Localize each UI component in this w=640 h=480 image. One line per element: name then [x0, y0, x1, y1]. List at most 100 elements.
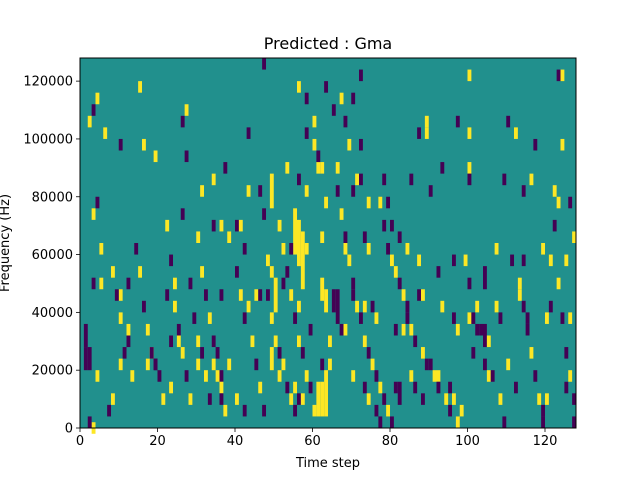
heatmap-band: [316, 162, 321, 174]
heatmap-cell: [165, 289, 170, 301]
heatmap-cell: [556, 277, 561, 290]
heatmap-cell: [436, 381, 441, 394]
heatmap-cell: [277, 219, 282, 232]
heatmap-cell: [548, 300, 553, 313]
heatmap-band: [269, 173, 274, 209]
plot-frame: [79, 57, 577, 429]
heatmap-cell: [471, 347, 476, 359]
x-axis-label: Time step: [295, 456, 360, 471]
heatmap-cell: [219, 219, 224, 232]
heatmap-cell: [114, 289, 119, 301]
heatmap-cell: [91, 208, 96, 220]
heatmap-cell: [397, 277, 402, 290]
heatmap-cell: [401, 323, 406, 336]
heatmap-cell: [242, 404, 247, 417]
heatmap-cell: [452, 393, 456, 405]
heatmap-cell: [541, 416, 546, 428]
heatmap-cell: [467, 162, 472, 174]
heatmap-cell: [467, 277, 472, 290]
heatmap-band: [297, 219, 301, 267]
heatmap-cell: [560, 69, 565, 82]
heatmap-cell: [556, 69, 561, 82]
heatmap-cell: [304, 370, 309, 382]
heatmap-cell: [483, 358, 487, 371]
heatmap-cell: [262, 404, 267, 417]
heatmap-cell: [502, 173, 507, 186]
heatmap-cell: [142, 300, 146, 313]
heatmap-cell: [238, 289, 243, 301]
heatmap-cell: [308, 323, 313, 336]
heatmap-cell: [467, 173, 472, 186]
heatmap-cell: [409, 323, 414, 336]
heatmap-cell: [386, 243, 391, 255]
heatmap-cell: [568, 370, 573, 382]
heatmap-cell: [475, 300, 480, 313]
heatmap-cell: [312, 404, 317, 417]
x-tick-label: 40: [227, 434, 244, 449]
heatmap-cell: [289, 243, 294, 255]
heatmap-cell: [207, 393, 212, 405]
heatmap-cell: [126, 277, 131, 290]
heatmap-cell: [428, 358, 433, 371]
heatmap-cell: [533, 138, 538, 151]
heatmap-cell: [529, 173, 534, 186]
heatmap-cell: [424, 115, 429, 128]
heatmap-cell: [266, 289, 270, 301]
heatmap-cell: [347, 254, 352, 267]
heatmap-cell: [448, 404, 453, 417]
x-tick-label: 0: [76, 434, 84, 449]
heatmap-cell: [459, 404, 464, 417]
heatmap-cell: [219, 289, 224, 301]
heatmap-band: [293, 208, 298, 255]
heatmap-cell: [378, 196, 383, 209]
y-axis-label: Frequency (Hz): [0, 194, 13, 292]
heatmap-cell: [157, 370, 162, 382]
heatmap-cell: [300, 347, 305, 359]
heatmap-cell: [246, 300, 251, 313]
heatmap-cell: [486, 370, 491, 382]
heatmap-cell: [498, 312, 503, 324]
y-tick-label: 60000: [32, 248, 73, 263]
heatmap-cell: [417, 254, 422, 267]
heatmap-cell: [421, 393, 425, 405]
heatmap-cell: [200, 347, 205, 359]
heatmap-cell: [83, 335, 88, 348]
heatmap-cell: [514, 381, 518, 394]
heatmap-band: [335, 289, 340, 324]
heatmap-cell: [328, 335, 332, 348]
heatmap-cell: [382, 173, 387, 186]
heatmap-cell: [355, 173, 360, 186]
heatmap-cell: [83, 323, 88, 336]
heatmap-cell: [374, 312, 379, 324]
heatmap-cell: [304, 92, 309, 105]
heatmap-cell: [552, 219, 557, 232]
heatmap-band: [83, 347, 88, 371]
heatmap-cell: [138, 266, 143, 278]
heatmap-cell: [285, 162, 290, 174]
heatmap-cell: [498, 393, 503, 405]
heatmap-cell: [169, 335, 174, 348]
heatmap-cell: [517, 277, 522, 290]
heatmap-cell: [339, 92, 344, 105]
heatmap-cell: [397, 231, 402, 243]
heatmap-cell: [525, 323, 530, 336]
heatmap-band: [483, 266, 487, 290]
heatmap-cell: [366, 347, 371, 359]
heatmap-cell: [506, 115, 511, 128]
heatmap-cell: [568, 196, 573, 209]
heatmap-cell: [521, 254, 526, 267]
heatmap-cell: [514, 127, 518, 139]
heatmap-cell: [142, 138, 146, 151]
plot-area: [79, 57, 577, 434]
heatmap-cell: [204, 370, 208, 382]
heatmap-cell: [486, 335, 491, 348]
heatmap-cell: [390, 219, 394, 232]
heatmap-cell: [118, 138, 123, 151]
heatmap-cell: [393, 266, 398, 278]
heatmap-cell: [297, 81, 301, 93]
heatmap-cell: [258, 381, 263, 394]
heatmap-cell: [405, 243, 410, 255]
heatmap-cell: [118, 312, 123, 324]
heatmap-band: [87, 347, 92, 371]
heatmap-cells: [83, 58, 577, 434]
